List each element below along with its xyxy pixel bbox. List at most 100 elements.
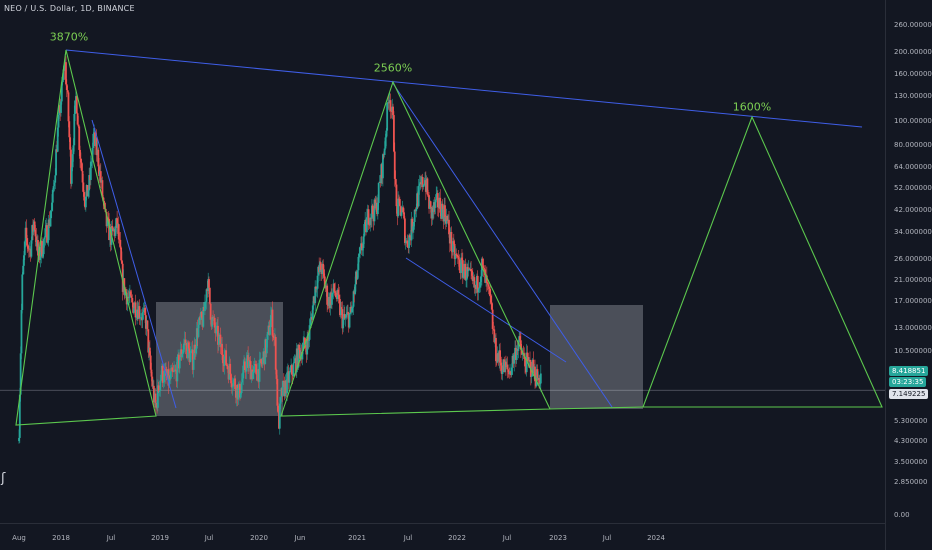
candle	[397, 191, 400, 218]
price-tick: 2.850000	[894, 478, 928, 486]
candle	[221, 349, 224, 372]
candle	[74, 100, 76, 121]
candle	[159, 379, 162, 397]
candle	[452, 233, 455, 246]
candle	[178, 359, 181, 374]
downtrend-channel-line[interactable]	[405, 257, 567, 363]
candle	[485, 266, 488, 292]
candle	[171, 362, 174, 378]
candle	[77, 115, 80, 129]
candle	[277, 402, 280, 414]
candle	[98, 157, 101, 184]
candle	[377, 182, 380, 210]
time-tick: 2024	[647, 534, 665, 542]
time-axis[interactable]	[0, 523, 885, 550]
candle	[403, 208, 405, 220]
projection-base-line[interactable]	[549, 406, 644, 410]
time-tick: 2020	[250, 534, 268, 542]
candle	[23, 240, 26, 260]
price-tick: 52.000000	[894, 184, 932, 192]
candle	[326, 283, 329, 313]
candle	[158, 390, 161, 397]
price-tick: 26.000000	[894, 255, 932, 263]
price-tick: 0.00	[894, 511, 910, 519]
candle	[99, 163, 102, 188]
candle	[272, 329, 275, 341]
candle	[357, 253, 360, 278]
cycle-triangle-2[interactable]	[280, 80, 551, 417]
candle	[460, 253, 463, 279]
candle	[204, 301, 207, 308]
time-tick: 2019	[151, 534, 169, 542]
resistance-trendline[interactable]	[65, 49, 863, 128]
cycle-triangle-projection[interactable]	[642, 115, 883, 408]
candle	[470, 260, 472, 280]
candle	[331, 288, 333, 310]
candle	[506, 356, 509, 379]
candle	[60, 99, 62, 117]
candle	[142, 302, 145, 319]
candle	[439, 189, 442, 217]
candle	[239, 392, 242, 400]
candle	[51, 188, 54, 212]
candle	[539, 364, 542, 392]
candle	[253, 357, 256, 374]
candle	[406, 234, 409, 248]
candle	[418, 175, 421, 195]
candle	[404, 235, 407, 250]
candle	[21, 272, 24, 314]
time-tick: Jul	[502, 534, 512, 542]
candle	[346, 304, 349, 316]
cycle-triangle-1[interactable]	[15, 49, 157, 426]
candle	[477, 288, 480, 301]
time-tick: Aug	[12, 534, 26, 542]
candle	[65, 56, 67, 86]
price-tick: 17.000000	[894, 297, 932, 305]
downtrend-line-1[interactable]	[91, 119, 177, 409]
candle	[147, 329, 150, 358]
time-tick: Jul	[106, 534, 116, 542]
price-axis[interactable]	[885, 0, 932, 550]
peak1-percent-label[interactable]: 3870%	[49, 30, 89, 44]
candle	[260, 358, 263, 367]
candle	[148, 340, 151, 358]
candle	[234, 374, 236, 391]
candle	[393, 111, 395, 153]
candle	[369, 213, 372, 232]
candle	[154, 388, 157, 414]
time-tick: 2023	[549, 534, 567, 542]
downtrend-line-2[interactable]	[391, 81, 613, 408]
candle	[232, 378, 235, 391]
candle	[217, 317, 219, 354]
symbol-title[interactable]: NEO / U.S. Dollar, 1D, BINANCE	[4, 4, 135, 13]
price-tick: 4.300000	[894, 437, 928, 445]
candle	[44, 220, 47, 246]
candle	[337, 284, 340, 304]
peak2-percent-label[interactable]: 2560%	[373, 61, 413, 75]
candle	[255, 360, 258, 375]
candle	[243, 357, 246, 373]
countdown-badge: 03:23:35	[889, 377, 927, 387]
consolidation-zone-2[interactable]	[550, 305, 643, 409]
candle	[455, 248, 458, 258]
candle	[129, 289, 132, 297]
candle	[458, 254, 461, 274]
candle	[360, 235, 363, 256]
candle	[515, 345, 518, 364]
candle	[282, 380, 284, 398]
candle	[50, 210, 53, 227]
candle	[121, 251, 123, 265]
candle	[240, 373, 243, 395]
candle	[119, 232, 122, 250]
bracket-icon[interactable]: ʃ	[1, 471, 6, 486]
candle	[417, 178, 420, 208]
candle	[448, 211, 450, 238]
candle	[204, 294, 206, 315]
candle	[363, 222, 366, 245]
price-tick: 260.000000	[894, 21, 932, 29]
candle	[333, 283, 336, 296]
candle	[258, 351, 261, 390]
candle	[225, 343, 228, 366]
peak3-percent-label[interactable]: 1600%	[732, 100, 772, 114]
